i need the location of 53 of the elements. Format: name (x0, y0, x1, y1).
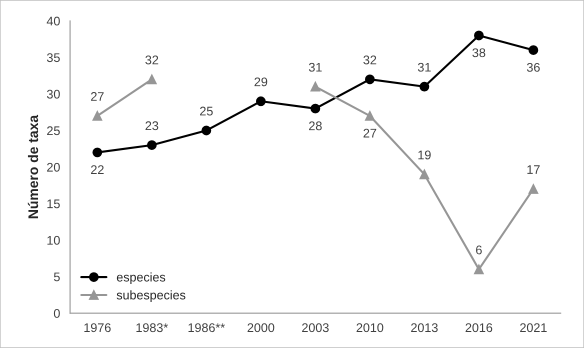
point (201, 126, 212, 136)
legend-label: subespecies (116, 290, 186, 302)
y-tick-label: 30 (46, 90, 60, 99)
data-label: 31 (418, 62, 431, 72)
point (365, 74, 375, 84)
data-label: 38 (472, 48, 486, 58)
x-tick-label: 1976 (84, 323, 111, 332)
x-tick-label: 2013 (411, 323, 438, 332)
x-tick-label: 1983* (136, 323, 168, 332)
data-label: 25 (200, 106, 213, 116)
data-label: 17 (527, 165, 540, 174)
y-tick-label: 5 (54, 272, 60, 282)
point (474, 264, 484, 274)
data-label: 27 (91, 92, 104, 101)
x-tick-label: 2003 (302, 323, 329, 332)
x-tick-label: 2021 (520, 323, 547, 332)
data-label: 23 (146, 121, 158, 130)
y-tick-label: 25 (47, 126, 60, 136)
y-tick-label: 35 (46, 53, 60, 62)
point (365, 111, 375, 121)
point (528, 45, 538, 55)
data-label: 32 (363, 56, 376, 64)
x-tick-label: 2010 (356, 323, 384, 332)
data-label: 22 (91, 165, 104, 174)
data-label: 31 (308, 62, 322, 72)
point (146, 140, 157, 150)
point (310, 104, 320, 114)
point (420, 169, 430, 180)
point (92, 148, 102, 158)
x-tick-label: 2016 (466, 323, 492, 332)
point (92, 111, 102, 121)
data-label: 28 (309, 121, 322, 130)
y-tick-label: 10 (47, 236, 60, 245)
x-tick-label: 2000 (248, 323, 274, 332)
point (310, 82, 320, 92)
y-tick-label: 15 (47, 200, 60, 208)
data-label: 36 (526, 62, 540, 72)
y-tick-label: 20 (47, 162, 60, 172)
y-axis-title: Número de taxa (28, 114, 38, 218)
data-label: 27 (364, 128, 376, 138)
y-tick-label: 40 (46, 16, 60, 26)
point (256, 96, 266, 106)
data-label: 19 (418, 150, 431, 160)
point (146, 74, 157, 84)
data-label: 32 (145, 56, 158, 64)
data-label: 6 (476, 246, 482, 254)
point (420, 82, 430, 92)
data-label: 29 (254, 77, 268, 86)
legend-label: especies (116, 272, 166, 284)
point (474, 30, 484, 40)
x-tick-label: 1986** (188, 323, 225, 332)
point (528, 184, 538, 194)
y-tick-label: 0 (54, 309, 60, 318)
